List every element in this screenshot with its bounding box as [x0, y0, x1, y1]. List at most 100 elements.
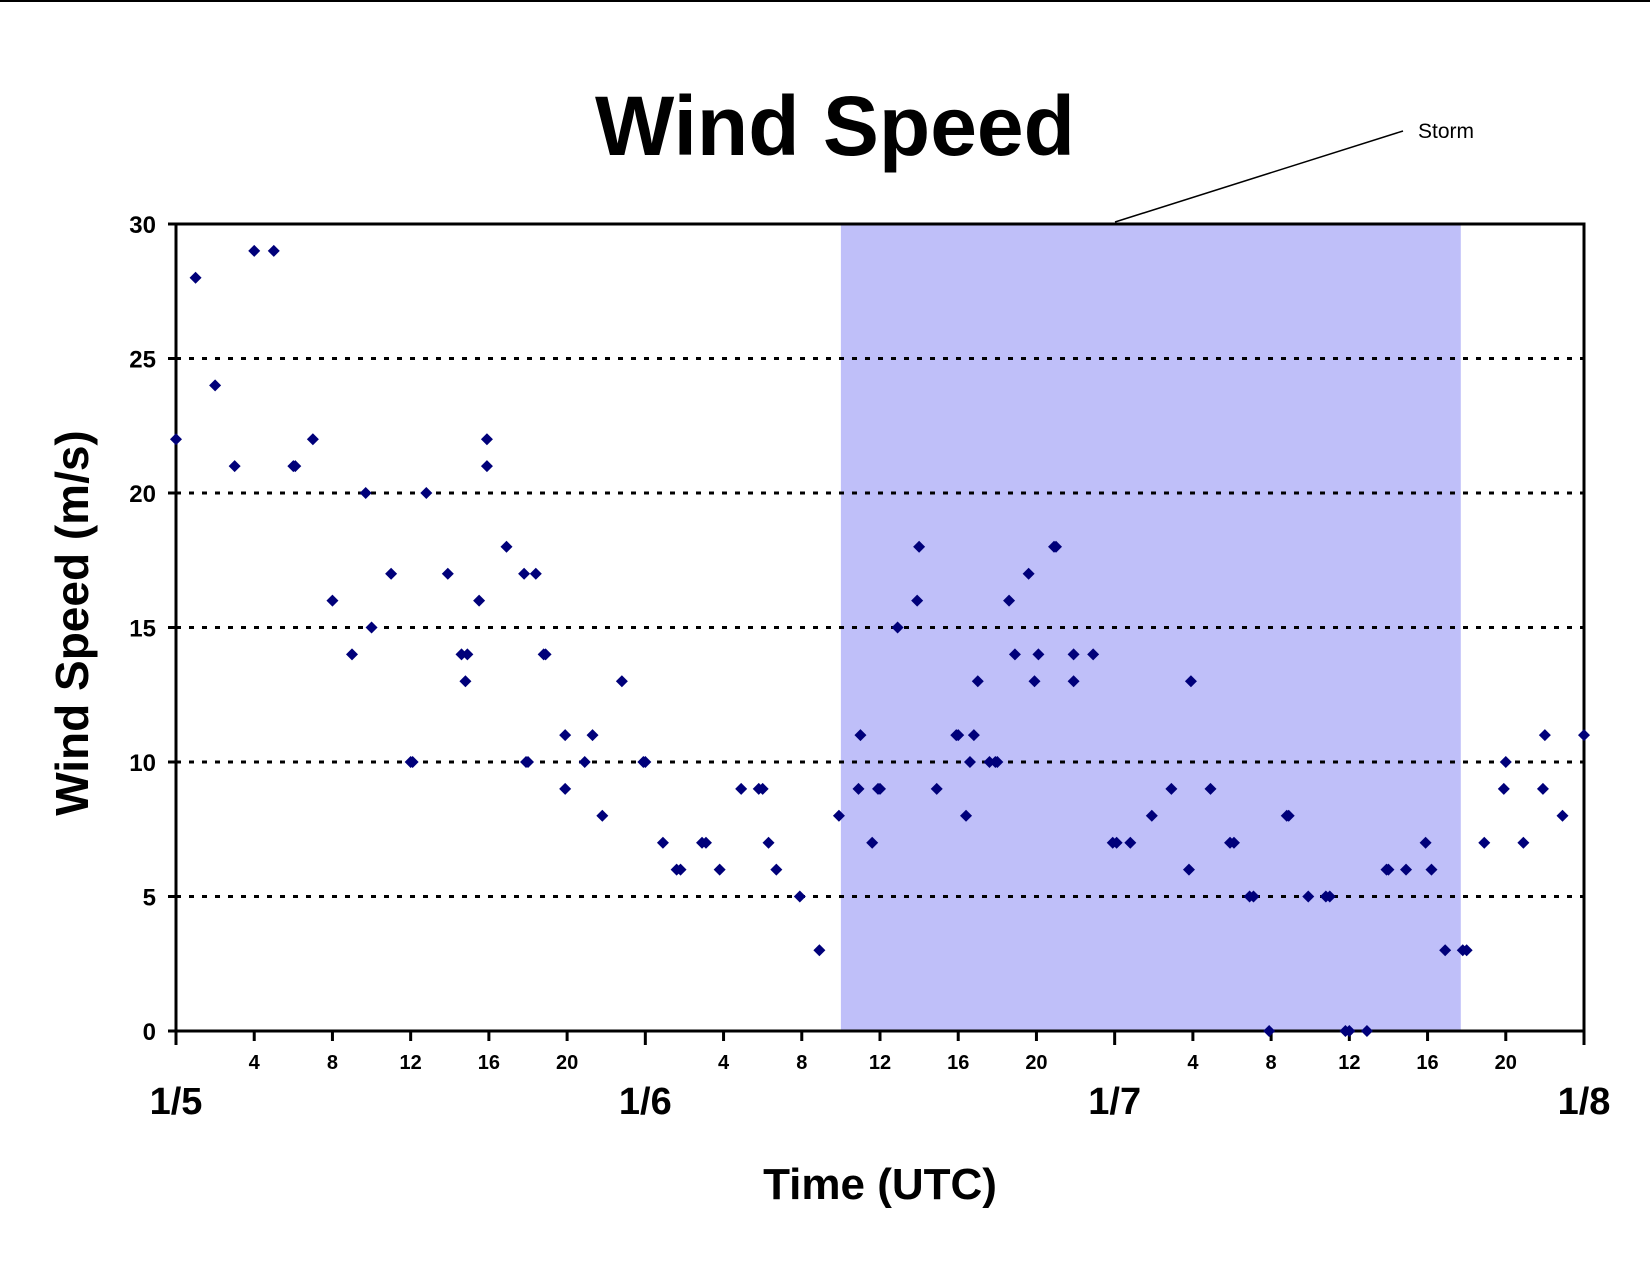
- data-point: [615, 675, 628, 688]
- y-tick-label: 0: [143, 1019, 156, 1046]
- data-point: [1578, 729, 1590, 742]
- data-point: [1425, 863, 1438, 876]
- data-point: [228, 460, 241, 473]
- data-point: [1067, 648, 1080, 661]
- data-point: [1499, 756, 1512, 768]
- data-point: [639, 756, 652, 768]
- data-point: [735, 782, 748, 795]
- data-point: [1067, 675, 1080, 688]
- x-hour-tick-label: 16: [478, 1052, 500, 1074]
- data-point: [359, 487, 372, 499]
- data-point: [406, 756, 419, 768]
- y-axis-title: Wind Speed (m/s): [46, 430, 98, 816]
- y-tick-label: 20: [129, 481, 156, 508]
- chart-title: Wind Speed: [595, 79, 1075, 173]
- data-point: [656, 836, 669, 849]
- data-point: [529, 567, 542, 580]
- data-point: [578, 756, 591, 768]
- axis-layer: 0 5 10 15 20 25 30 4 8 12 16 20 4 8 12 16 20 4 8 12 16 20 1/5 1…: [129, 212, 1610, 1123]
- data-point: [480, 433, 493, 446]
- data-point: [1282, 809, 1295, 822]
- data-point: [1536, 782, 1549, 795]
- data-point: [699, 836, 712, 849]
- x-hour-tick-label: 4: [718, 1052, 730, 1074]
- data-point: [756, 782, 769, 795]
- y-tick-label: 15: [129, 616, 156, 643]
- data-point: [1419, 836, 1432, 849]
- y-tick-label: 5: [143, 885, 156, 912]
- data-point: [441, 567, 454, 580]
- data-point: [1022, 567, 1035, 580]
- data-point: [1124, 836, 1137, 849]
- x-hour-tick-label: 4: [1187, 1052, 1199, 1074]
- data-point: [1343, 1025, 1356, 1037]
- data-point: [1478, 836, 1491, 849]
- data-point: [559, 729, 572, 742]
- data-point: [1110, 836, 1123, 849]
- data-points-layer: [170, 244, 1590, 1037]
- data-point: [586, 729, 599, 742]
- storm-label: Storm: [1418, 120, 1474, 143]
- data-point: [963, 756, 976, 768]
- data-point: [713, 863, 726, 876]
- data-point: [852, 782, 865, 795]
- data-point: [1439, 944, 1452, 957]
- y-tick-label: 10: [129, 750, 156, 777]
- data-point: [170, 433, 182, 446]
- data-point: [326, 594, 339, 607]
- data-point: [1184, 675, 1197, 688]
- x-hour-tick-label: 12: [1338, 1052, 1360, 1074]
- storm-annotation: Storm: [1114, 120, 1474, 223]
- x-hour-tick-label: 8: [1266, 1052, 1277, 1074]
- data-point: [1556, 809, 1569, 822]
- x-hour-tick-label: 12: [869, 1052, 891, 1074]
- x-axis-title: Time (UTC): [763, 1160, 997, 1209]
- x-hour-tick-label: 20: [1495, 1052, 1517, 1074]
- data-point: [267, 244, 280, 257]
- x-hour-tick-label: 16: [947, 1052, 969, 1074]
- data-point: [1008, 648, 1021, 661]
- y-tick-label: 30: [129, 212, 156, 239]
- x-day-label: 1/7: [1088, 1081, 1141, 1123]
- data-point: [1165, 782, 1178, 795]
- data-point: [346, 648, 358, 661]
- data-point: [420, 487, 433, 499]
- data-point: [539, 648, 552, 661]
- data-point: [952, 729, 965, 742]
- data-point: [559, 782, 572, 795]
- data-point: [913, 540, 926, 553]
- data-point: [930, 782, 943, 795]
- data-point: [461, 648, 474, 661]
- data-point: [189, 271, 202, 284]
- data-point: [1360, 1025, 1373, 1037]
- data-point: [522, 756, 534, 768]
- storm-leader-line: [1114, 130, 1404, 223]
- data-point: [1538, 729, 1551, 742]
- data-point: [911, 594, 924, 607]
- data-point: [874, 782, 886, 795]
- data-point: [500, 540, 513, 553]
- data-point: [1247, 890, 1260, 903]
- data-point: [1087, 648, 1100, 661]
- data-point: [473, 594, 486, 607]
- x-hour-tick-label: 4: [249, 1052, 261, 1074]
- data-point: [1003, 594, 1016, 607]
- x-day-label: 1/6: [619, 1081, 672, 1123]
- data-point: [596, 809, 609, 822]
- x-hour-tick-label: 16: [1416, 1052, 1438, 1074]
- data-point: [1460, 944, 1473, 957]
- x-day-label: 1/5: [150, 1081, 203, 1123]
- data-point: [365, 621, 378, 634]
- data-point: [674, 863, 687, 876]
- data-point: [866, 836, 879, 849]
- data-point: [1382, 863, 1395, 876]
- y-tick-label: 25: [129, 347, 156, 374]
- data-point: [289, 460, 302, 473]
- data-point: [1302, 890, 1315, 903]
- data-point: [1400, 863, 1413, 876]
- data-point: [1323, 890, 1336, 903]
- data-point: [832, 809, 845, 822]
- data-point: [306, 433, 319, 446]
